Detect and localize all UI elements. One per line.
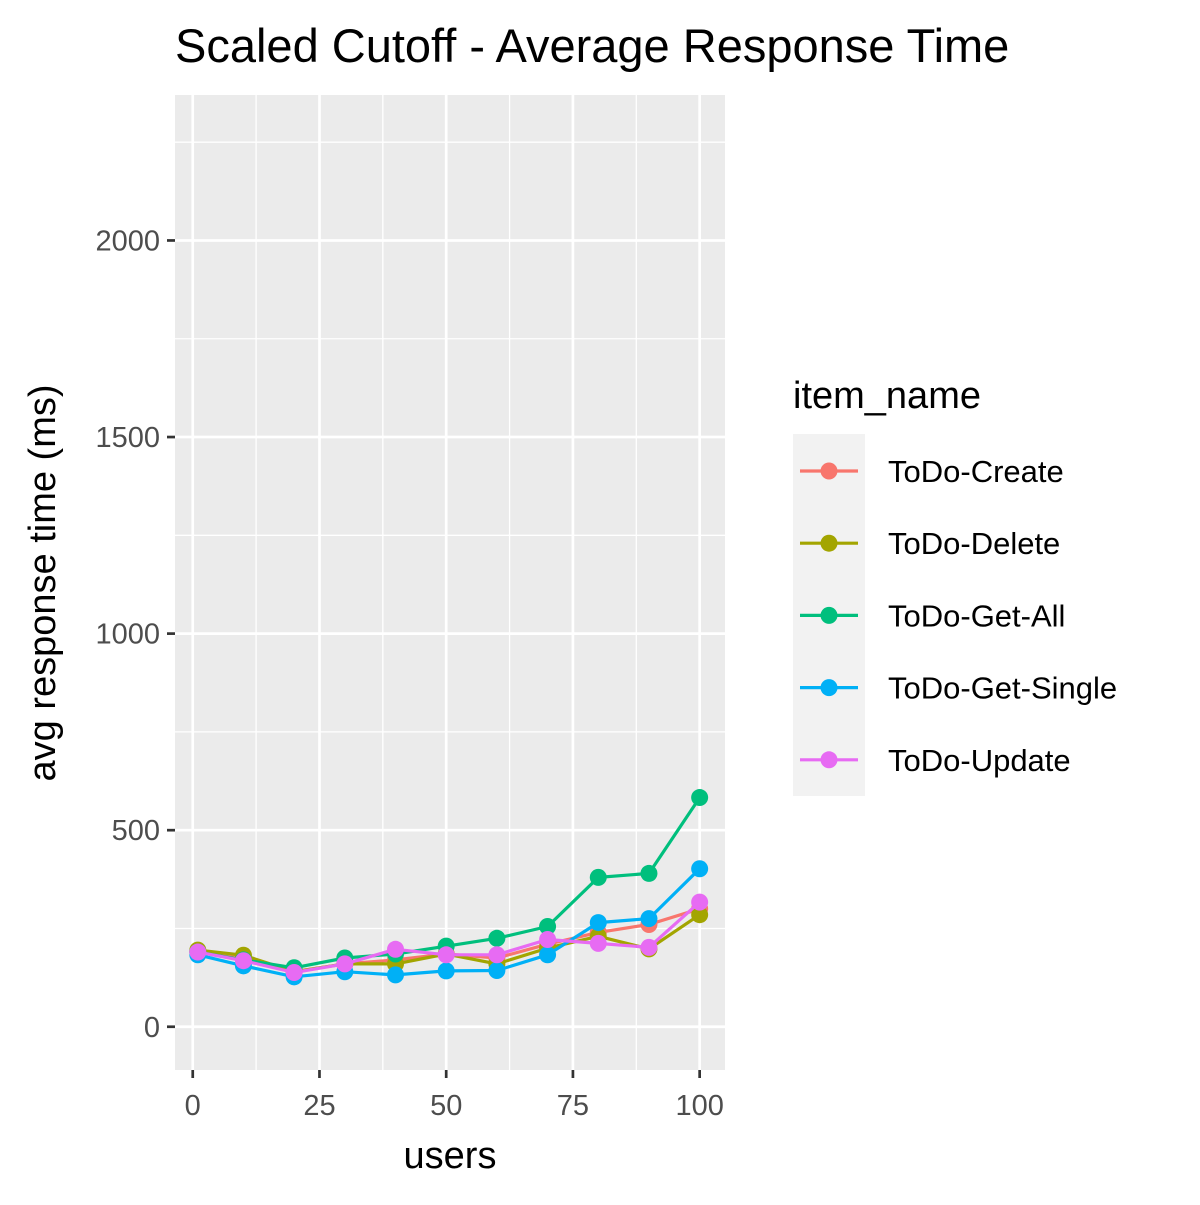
x-tick-label: 0 [185,1090,201,1122]
data-point [336,955,354,973]
legend-item: ToDo-Create [800,454,1064,489]
data-point [640,938,658,956]
legend-key-point [820,679,838,697]
legend-label: ToDo-Get-Single [888,671,1117,706]
series-layer [189,789,709,986]
data-point [539,918,557,936]
x-tick-label: 100 [675,1090,723,1122]
legend-key-point [820,534,838,552]
data-point [234,952,252,970]
legend-label: ToDo-Delete [888,526,1060,561]
x-tick-label: 50 [430,1090,462,1122]
y-tick-label: 1000 [95,619,160,651]
data-point [488,929,506,947]
legend-title: item_name [793,375,981,417]
x-tick-label: 75 [557,1090,589,1122]
y-tick-label: 500 [112,815,160,847]
data-point [589,934,607,952]
legend-item: ToDo-Delete [800,526,1060,561]
legend-key-point [820,606,838,624]
chart-title: Scaled Cutoff - Average Response Time [175,19,1009,72]
data-point [589,868,607,886]
legend-key-point [820,462,838,480]
data-point [640,910,658,928]
legend-label: ToDo-Get-All [888,598,1065,633]
data-point [437,962,455,980]
data-point [589,914,607,932]
data-point [488,946,506,964]
data-point [285,964,303,981]
plot-panel [175,95,725,1070]
y-tick-label: 0 [144,1012,160,1044]
data-point [691,906,709,924]
legend-item: ToDo-Get-Single [800,671,1117,706]
data-point [387,940,405,958]
series-todo-update [189,893,709,981]
data-point [691,860,709,878]
data-point [488,962,506,980]
legend-label: ToDo-Create [888,454,1064,489]
data-point [539,946,557,964]
y-tick-label: 2000 [95,225,160,257]
data-point [437,946,455,964]
data-point [387,966,405,984]
grid [175,95,725,1070]
legend-label: ToDo-Update [888,743,1071,778]
legend-key-point [820,751,838,769]
x-tick-label: 25 [303,1090,335,1122]
x-axis-title: users [404,1135,497,1177]
data-point [539,930,557,948]
y-axis-title: avg response time (ms) [22,384,64,781]
legend: item_name ToDo-Create ToDo-Delete ToDo-Get… [793,375,1117,796]
data-point [189,943,207,961]
legend-item: ToDo-Get-All [800,598,1065,633]
y-tick-label: 1500 [95,422,160,454]
data-point [640,864,658,882]
legend-item: ToDo-Update [800,743,1071,778]
data-point [691,789,709,807]
data-point [691,893,709,911]
